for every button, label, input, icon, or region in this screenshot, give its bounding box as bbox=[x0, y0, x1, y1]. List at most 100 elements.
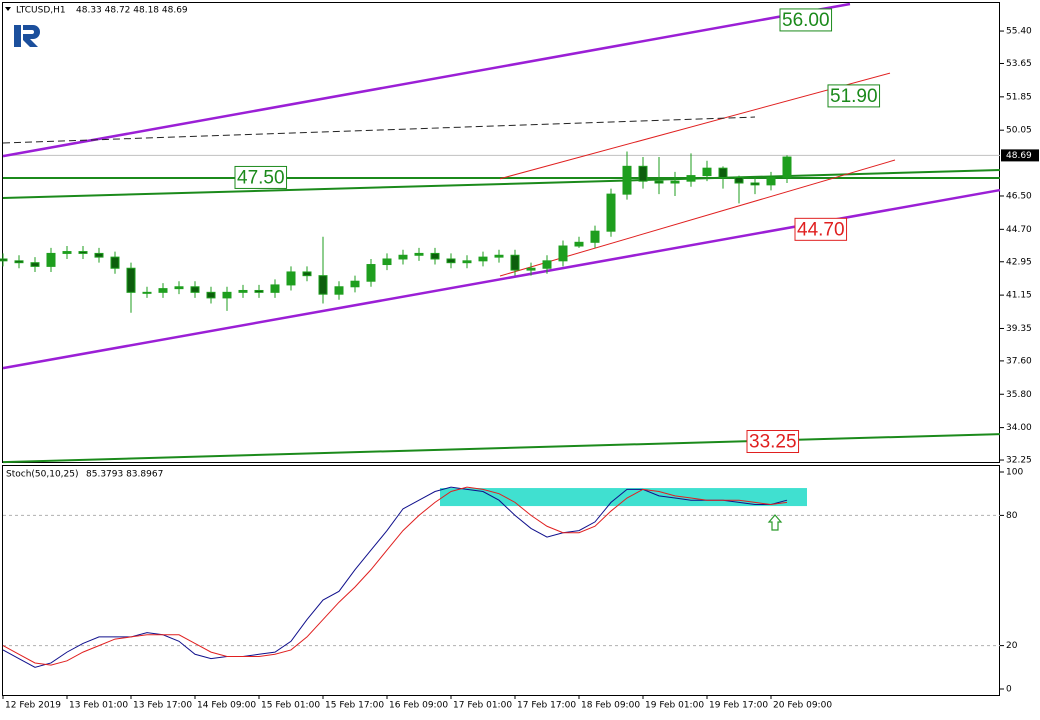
trendline bbox=[2, 433, 1001, 464]
candle-body bbox=[430, 252, 440, 260]
candle-body bbox=[590, 230, 600, 243]
candle-body bbox=[558, 245, 568, 262]
y-tick-label: 51.85 bbox=[1006, 92, 1032, 102]
candle-body bbox=[606, 193, 616, 232]
candle-body bbox=[670, 180, 680, 184]
candle-body bbox=[398, 254, 408, 260]
annotation-label: 44.70 bbox=[797, 219, 845, 240]
annotation-box bbox=[794, 217, 848, 241]
y-tick-label: 42.95 bbox=[1006, 257, 1032, 267]
candle-body bbox=[478, 256, 488, 262]
x-tick-label: 17 Feb 17:00 bbox=[517, 701, 576, 711]
candle-body bbox=[158, 288, 168, 293]
candle-body bbox=[206, 291, 216, 299]
x-tick-label: 15 Feb 17:00 bbox=[325, 701, 384, 711]
y-tick-label: 34.00 bbox=[1006, 423, 1032, 433]
candle-body bbox=[382, 258, 392, 266]
candle-body bbox=[734, 176, 744, 184]
price-tag bbox=[1001, 149, 1039, 162]
candle-body bbox=[78, 251, 88, 254]
candle-body bbox=[286, 271, 296, 286]
y-tick-label: 32.25 bbox=[1006, 456, 1032, 466]
candle-body bbox=[94, 252, 104, 258]
stoch-values: 85.3793 83.8967 bbox=[86, 470, 163, 480]
annotation-box bbox=[746, 430, 800, 454]
logo-bar bbox=[14, 25, 21, 47]
candle-body bbox=[462, 260, 472, 264]
x-tick-label: 15 Feb 01:00 bbox=[261, 701, 320, 711]
highlight-zone bbox=[440, 488, 807, 507]
candle-body bbox=[494, 254, 504, 258]
y-tick-label: 39.35 bbox=[1006, 324, 1032, 334]
candle-body bbox=[238, 289, 248, 293]
annotation-label: 47.50 bbox=[237, 167, 285, 188]
trendline bbox=[499, 72, 891, 180]
menu-triangle bbox=[5, 7, 11, 11]
candle-body bbox=[542, 260, 552, 269]
annotation-label: 33.25 bbox=[749, 432, 797, 453]
signal-arrow bbox=[767, 514, 783, 531]
candle-body bbox=[0, 258, 8, 262]
annotation-box bbox=[827, 84, 881, 108]
candle-body bbox=[574, 241, 584, 247]
candle-body bbox=[254, 289, 264, 293]
candle-body bbox=[318, 275, 328, 295]
candle-body bbox=[702, 167, 712, 177]
candle-body bbox=[126, 267, 136, 293]
x-tick-label: 19 Feb 01:00 bbox=[645, 701, 704, 711]
y-tick-label: 37.60 bbox=[1006, 356, 1032, 366]
y-tick-label: 35.80 bbox=[1006, 390, 1032, 400]
x-tick-label: 13 Feb 01:00 bbox=[69, 701, 128, 711]
candle-body bbox=[622, 165, 632, 195]
candle-body bbox=[334, 286, 344, 295]
y-tick-label: 55.40 bbox=[1006, 27, 1032, 37]
candle-body bbox=[526, 267, 536, 271]
x-tick-label: 16 Feb 09:00 bbox=[389, 701, 448, 711]
x-tick-label: 19 Feb 17:00 bbox=[709, 701, 768, 711]
logo-r bbox=[23, 25, 40, 47]
annotation-box bbox=[234, 165, 288, 189]
y-tick-label: 41.15 bbox=[1006, 291, 1032, 301]
price-tag-label: 48.69 bbox=[1006, 151, 1032, 161]
candle-body bbox=[654, 180, 664, 184]
x-tick-label: 17 Feb 01:00 bbox=[453, 701, 512, 711]
candle-body bbox=[142, 291, 152, 294]
candle-body bbox=[686, 175, 696, 182]
x-tick-label: 18 Feb 09:00 bbox=[581, 701, 640, 711]
y-tick-label: 100 bbox=[1006, 467, 1023, 477]
y-tick-label: 53.65 bbox=[1006, 59, 1032, 69]
chart-title: LTCUSD,H1 bbox=[16, 6, 66, 16]
y-tick-label: 20 bbox=[1006, 641, 1018, 651]
candle-body bbox=[766, 176, 776, 186]
y-tick-label: 0 bbox=[1006, 685, 1012, 695]
x-tick-label: 14 Feb 09:00 bbox=[197, 701, 256, 711]
candle-body bbox=[110, 256, 120, 269]
candle-body bbox=[30, 262, 40, 267]
candle-body bbox=[782, 156, 792, 178]
main-panel bbox=[2, 2, 1000, 463]
trendline bbox=[2, 116, 756, 144]
candle-body bbox=[46, 252, 56, 267]
candle-body bbox=[718, 167, 728, 178]
trendline bbox=[2, 169, 1001, 200]
candle-body bbox=[222, 291, 232, 299]
annotation-box bbox=[779, 8, 833, 32]
x-tick-label: 12 Feb 2019 bbox=[5, 701, 61, 711]
candle-body bbox=[414, 252, 424, 256]
annotation-label: 56.00 bbox=[782, 10, 830, 31]
y-tick-label: 44.70 bbox=[1006, 225, 1032, 235]
candle-body bbox=[14, 260, 24, 264]
trendline bbox=[2, 2, 851, 158]
stoch-title: Stoch(50,10,25) bbox=[6, 470, 79, 480]
candle-body bbox=[174, 286, 184, 290]
y-tick-label: 50.05 bbox=[1006, 126, 1032, 136]
candle-body bbox=[270, 284, 280, 293]
logo bbox=[14, 25, 40, 47]
stoch-line bbox=[2, 486, 788, 666]
candle-body bbox=[366, 264, 376, 282]
candle-body bbox=[446, 258, 456, 264]
candle-body bbox=[750, 182, 760, 186]
candle-body bbox=[190, 286, 200, 293]
